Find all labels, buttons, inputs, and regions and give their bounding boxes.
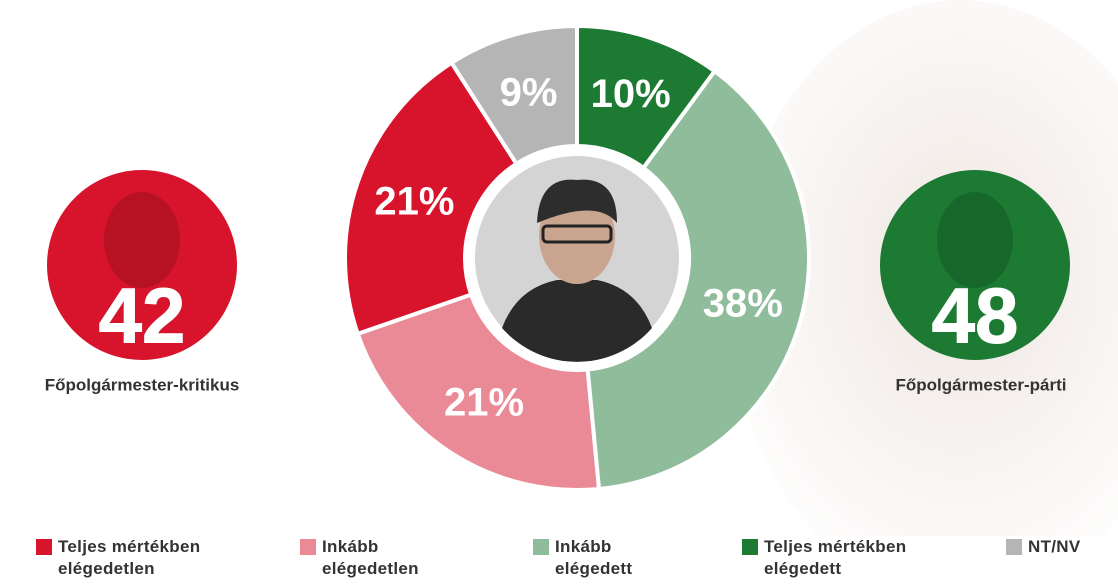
- legend-label: Inkább elégedetlen: [322, 536, 442, 580]
- summary-value: 42: [99, 272, 186, 360]
- legend-item: Teljes mértékben elégedett: [742, 536, 982, 580]
- legend-swatch: [1006, 539, 1022, 555]
- summary-value: 48: [932, 272, 1019, 360]
- legend-label: Teljes mértékben elégedett: [764, 536, 954, 580]
- value-label: 38%: [703, 281, 783, 325]
- summary-label: Főpolgármester-párti: [896, 375, 1067, 394]
- chart: 21% 21% 38% 10% 9% 42 Főpolgármester-kritikus 4…: [0, 0, 1118, 536]
- legend-item: Inkább elégedett: [533, 536, 713, 580]
- legend-label: NT/NV: [1028, 536, 1106, 558]
- legend-swatch: [533, 539, 549, 555]
- value-label: 10%: [591, 72, 671, 116]
- infographic: 21% 21% 38% 10% 9% 42 Főpolgármester-kritikus 4…: [0, 0, 1118, 584]
- legend-swatch: [36, 539, 52, 555]
- legend-item: Inkább elégedetlen: [300, 536, 500, 580]
- summary-label: Főpolgármester-kritikus: [45, 375, 240, 394]
- legend-swatch: [300, 539, 316, 555]
- legend-item: Teljes mértékben elégedetlen: [36, 536, 276, 580]
- value-label: 21%: [444, 380, 524, 424]
- value-label: 21%: [374, 179, 454, 223]
- legend-item: NT/NV: [1006, 536, 1106, 558]
- legend-label: Inkább elégedett: [555, 536, 675, 580]
- value-label: 9%: [500, 71, 558, 115]
- legend-label: Teljes mértékben elégedetlen: [58, 536, 248, 580]
- legend: Teljes mértékben elégedetlen Inkább elége…: [0, 536, 1118, 584]
- legend-swatch: [742, 539, 758, 555]
